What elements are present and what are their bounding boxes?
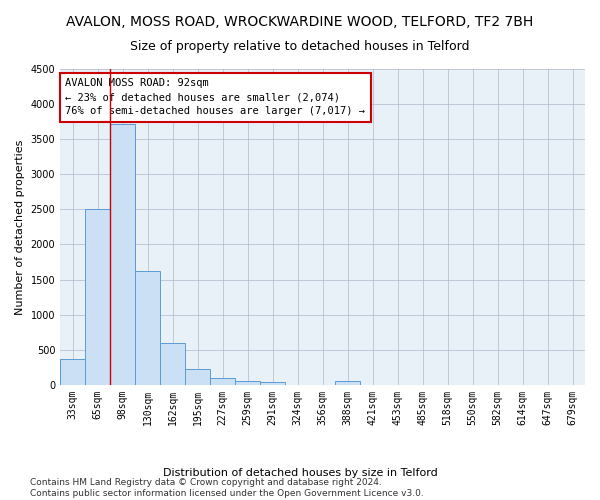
Bar — [60, 359, 85, 385]
Bar — [160, 344, 185, 385]
Text: Size of property relative to detached houses in Telford: Size of property relative to detached ho… — [130, 40, 470, 53]
Bar — [210, 378, 235, 385]
Bar — [235, 380, 260, 385]
Bar — [110, 124, 135, 385]
Bar — [135, 271, 160, 385]
Text: Distribution of detached houses by size in Telford: Distribution of detached houses by size … — [163, 468, 437, 477]
Text: Contains HM Land Registry data © Crown copyright and database right 2024.
Contai: Contains HM Land Registry data © Crown c… — [30, 478, 424, 498]
Text: AVALON, MOSS ROAD, WROCKWARDINE WOOD, TELFORD, TF2 7BH: AVALON, MOSS ROAD, WROCKWARDINE WOOD, TE… — [67, 15, 533, 29]
Y-axis label: Number of detached properties: Number of detached properties — [15, 140, 25, 314]
Bar — [260, 382, 285, 385]
Bar — [85, 210, 110, 385]
Text: AVALON MOSS ROAD: 92sqm
← 23% of detached houses are smaller (2,074)
76% of semi: AVALON MOSS ROAD: 92sqm ← 23% of detache… — [65, 78, 365, 116]
Bar — [335, 380, 360, 385]
Bar — [185, 370, 210, 385]
